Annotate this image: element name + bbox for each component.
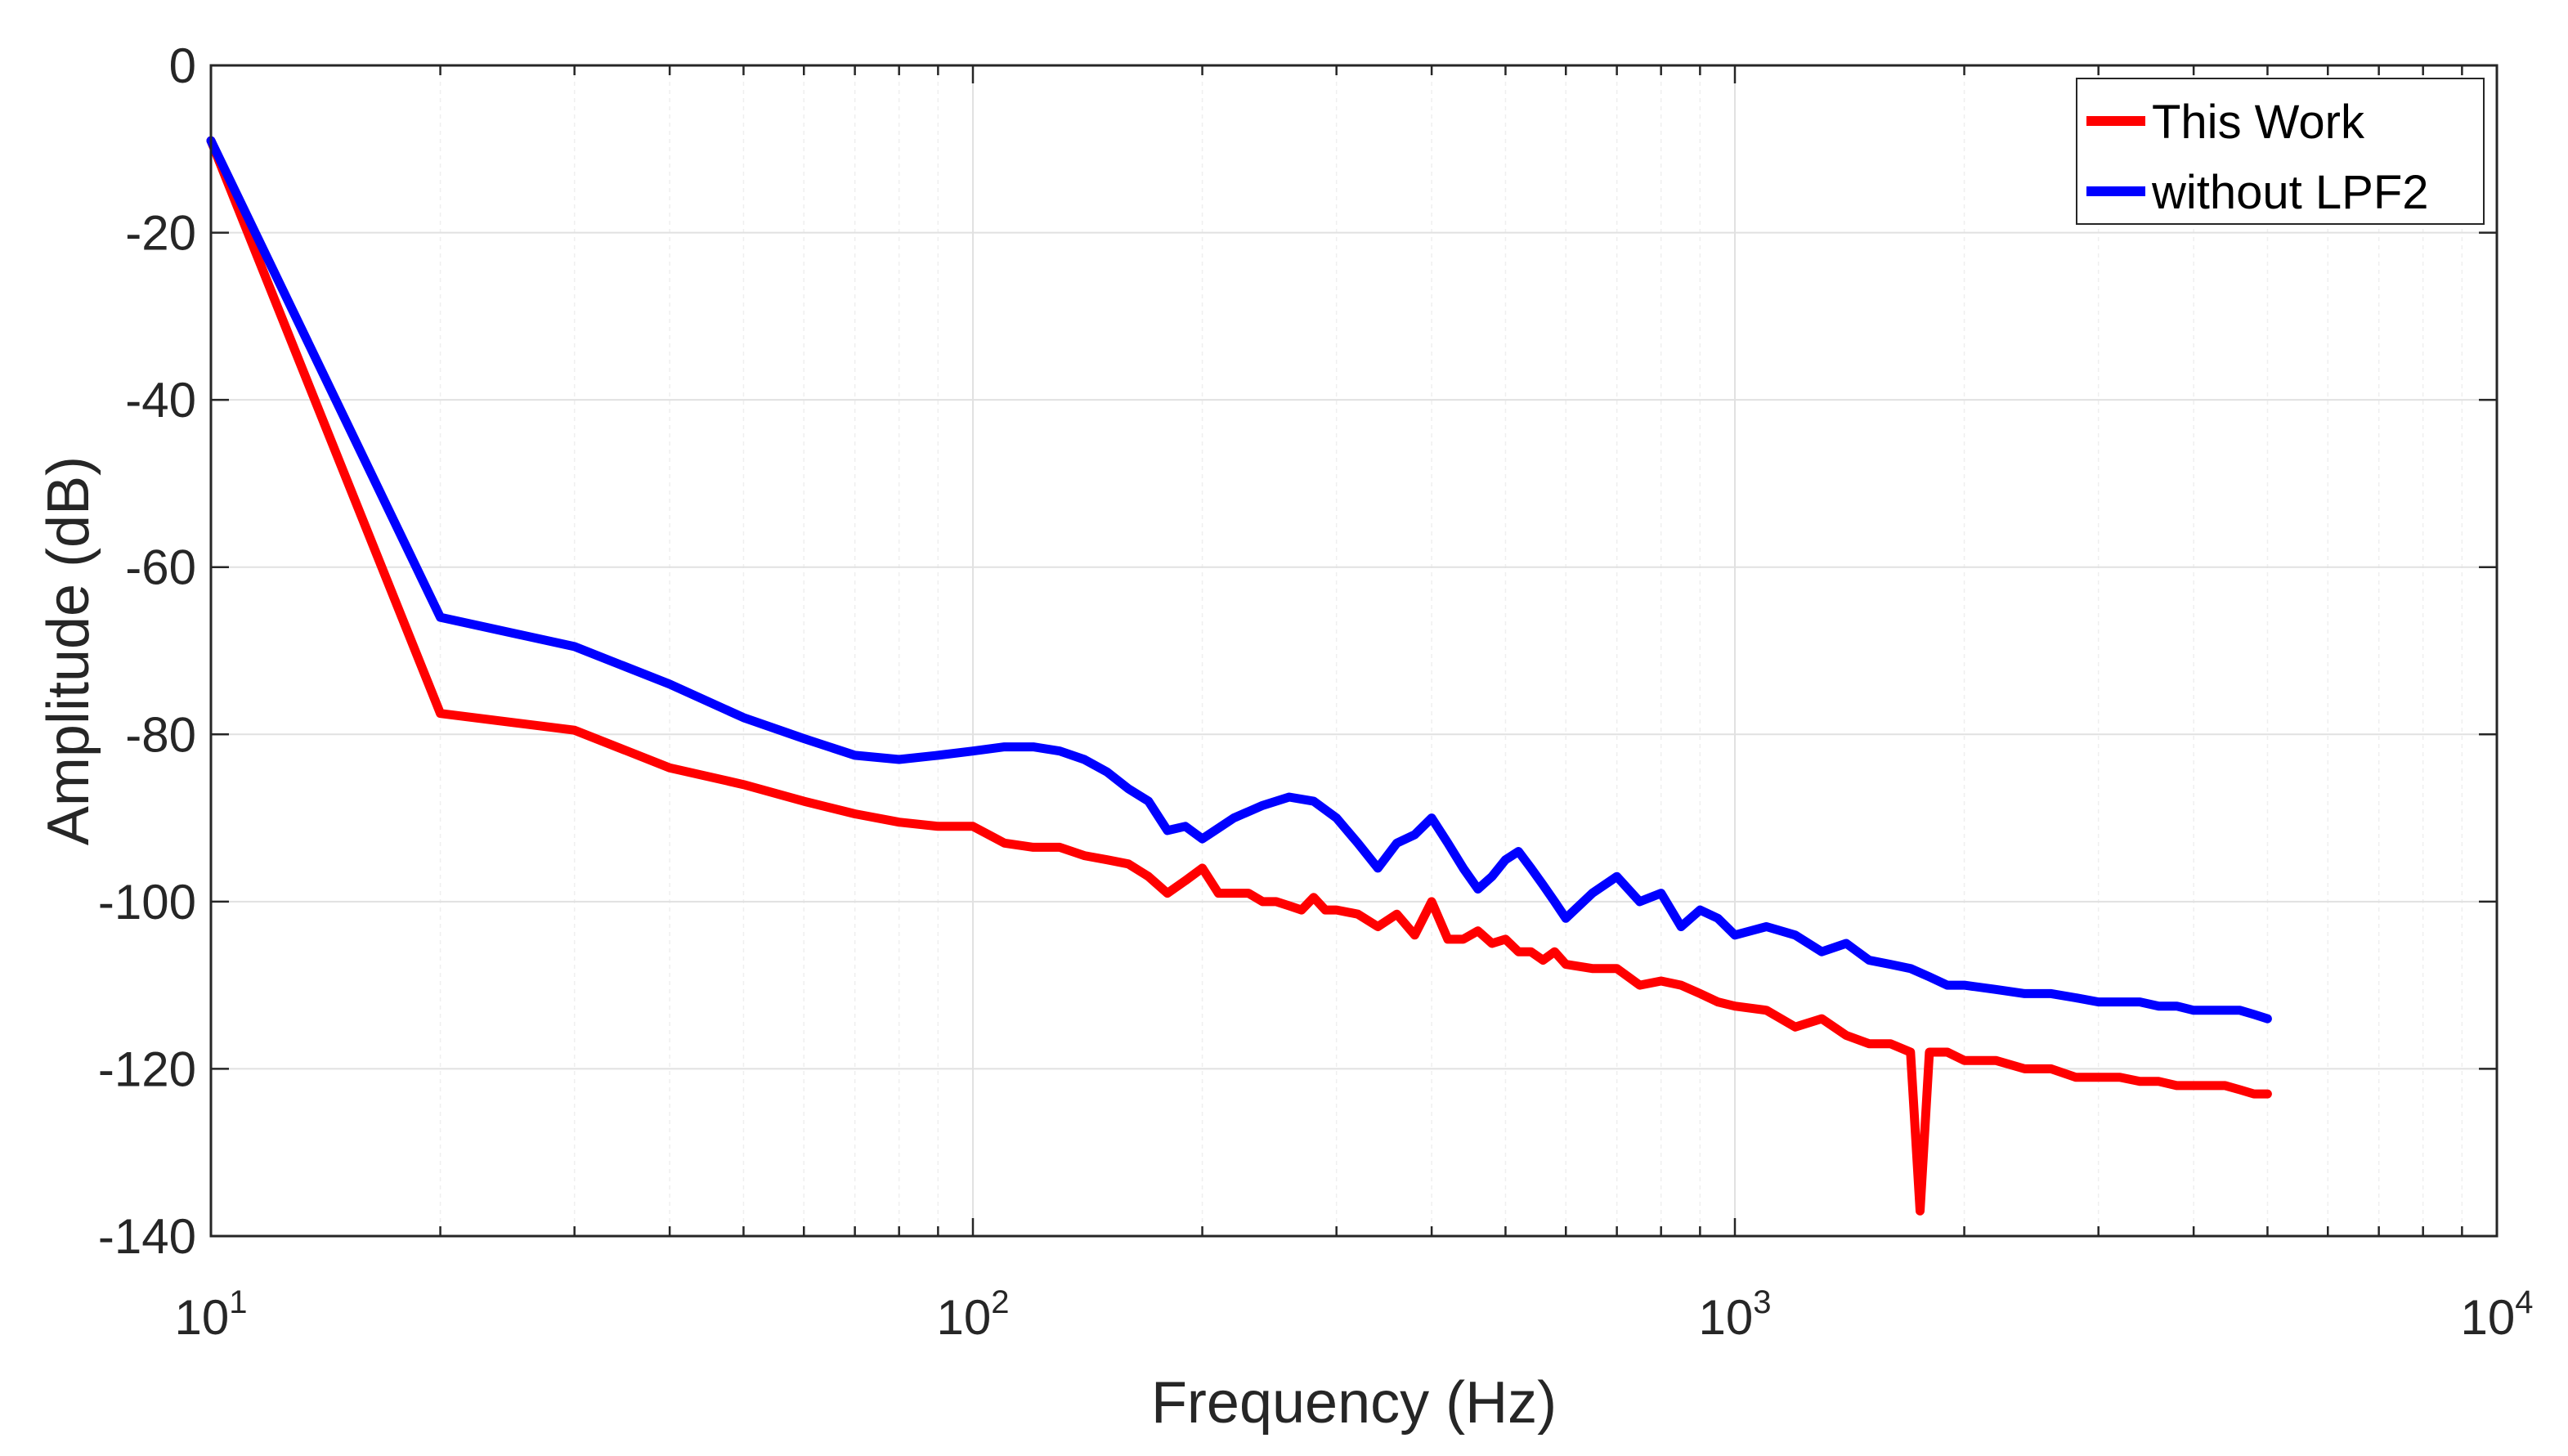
axis-ticks bbox=[209, 64, 2499, 1238]
y-tick-label: -140 bbox=[98, 1209, 196, 1264]
y-tick-label: -60 bbox=[125, 540, 196, 595]
y-tick-label: -120 bbox=[98, 1042, 196, 1096]
tick-labels: 0 -20 -40 -60 -80 -100 -120 -140 101 102 103 104 bbox=[98, 38, 2534, 1345]
series-line-this-work bbox=[206, 136, 2272, 1216]
x-tick-label: 104 bbox=[2461, 1284, 2534, 1345]
series-line-without-lpf2 bbox=[206, 136, 2272, 1024]
y-tick-label: -40 bbox=[125, 373, 196, 428]
y-tick-label: -20 bbox=[125, 206, 196, 261]
y-tick-label: 0 bbox=[169, 38, 196, 93]
x-tick-label: 101 bbox=[175, 1284, 248, 1345]
x-tick-label: 103 bbox=[1699, 1284, 1772, 1345]
x-axis-title: Frequency (Hz) bbox=[1151, 1370, 1557, 1436]
y-tick-label: -100 bbox=[98, 875, 196, 930]
x-tick-label: 102 bbox=[937, 1284, 1010, 1345]
legend-box bbox=[2076, 78, 2485, 225]
legend-label-without-lpf2: without LPF2 bbox=[2151, 166, 2429, 219]
y-axis-title: Amplitude (dB) bbox=[36, 456, 101, 845]
series-lines bbox=[206, 136, 2272, 1216]
plot-area-background bbox=[211, 65, 2497, 1236]
plot-area-frame bbox=[209, 64, 2499, 1238]
y-tick-label: -80 bbox=[125, 707, 196, 762]
legend: This Work without LPF2 bbox=[2076, 78, 2485, 225]
legend-label-this-work: This Work bbox=[2152, 96, 2365, 149]
